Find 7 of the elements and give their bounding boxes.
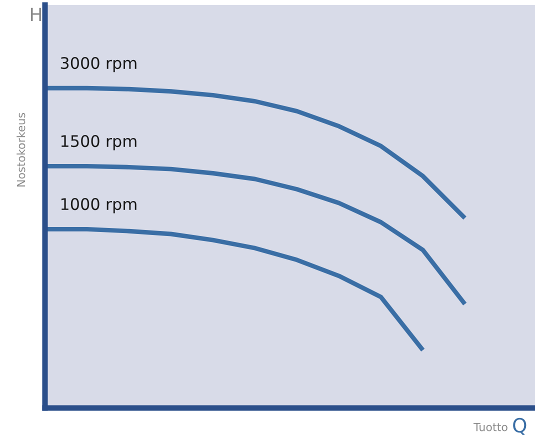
x-axis-title: Tuotto — [474, 422, 508, 432]
y-axis-title: Nostokorkeus — [16, 112, 26, 186]
series-label: 3000 rpm — [60, 56, 136, 72]
text: Q — [513, 418, 526, 435]
series-label: 1500 rpm — [61, 135, 136, 150]
text: H — [30, 8, 42, 21]
series-label: 1000 rpm — [61, 198, 136, 214]
